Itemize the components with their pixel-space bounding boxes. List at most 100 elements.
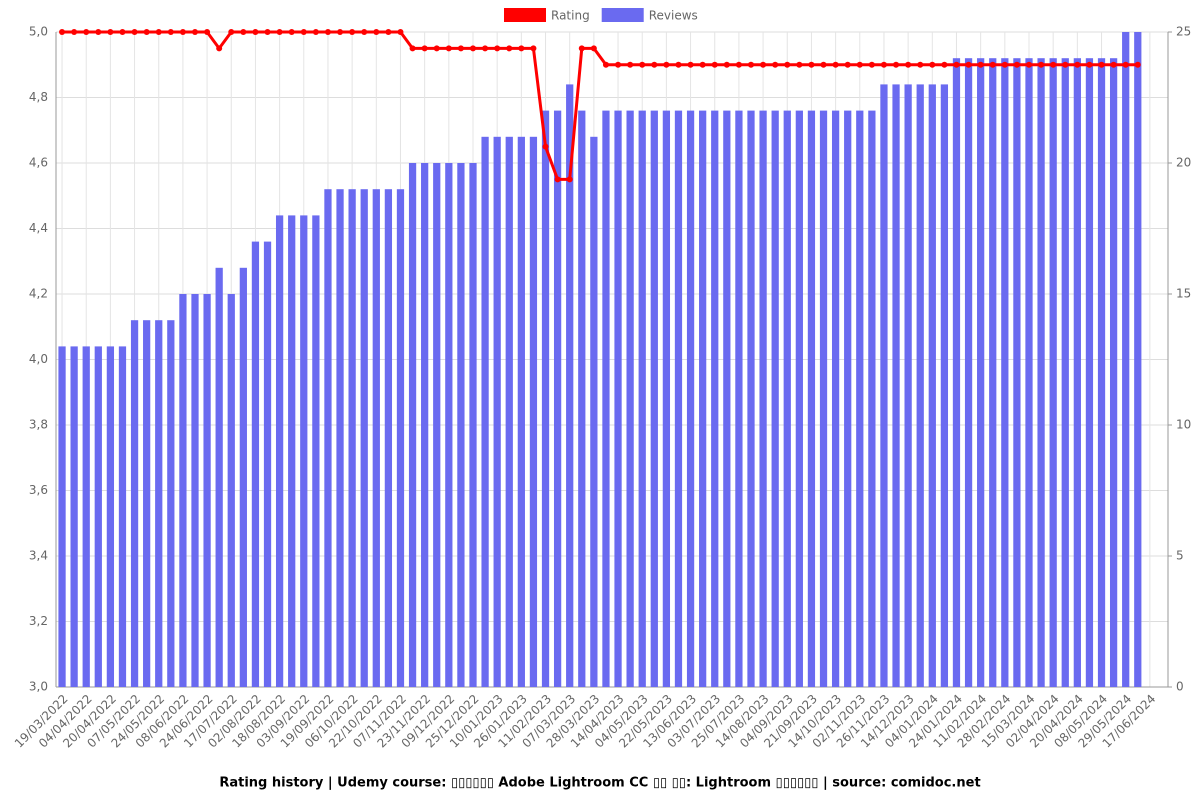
point <box>264 29 271 35</box>
point <box>856 61 863 68</box>
point <box>324 29 331 35</box>
point <box>1038 61 1045 68</box>
bar <box>735 110 743 688</box>
bar <box>916 84 924 687</box>
point <box>228 29 235 35</box>
point <box>470 45 476 52</box>
point <box>820 61 827 68</box>
bar <box>179 294 187 687</box>
bar <box>191 294 199 687</box>
bar <box>566 84 574 687</box>
bar <box>82 346 90 687</box>
point <box>155 29 162 35</box>
point <box>627 61 634 68</box>
bar <box>723 110 731 688</box>
point <box>119 29 126 35</box>
point <box>868 61 875 68</box>
bar <box>336 189 344 687</box>
point <box>772 61 779 68</box>
point <box>651 61 658 68</box>
point <box>748 61 754 68</box>
bar <box>1049 58 1057 687</box>
point <box>349 29 356 35</box>
point <box>276 29 283 35</box>
y-tick-label: 3,2 <box>29 614 48 628</box>
bar <box>360 189 368 687</box>
bar <box>590 136 598 688</box>
point <box>192 29 198 35</box>
bar <box>638 110 646 688</box>
y-tick-label: 3,6 <box>29 483 48 497</box>
point <box>1134 61 1141 68</box>
bar <box>1001 58 1009 687</box>
point <box>1001 61 1008 68</box>
bar <box>215 267 223 687</box>
point <box>578 45 585 52</box>
bar <box>831 110 840 688</box>
bar <box>578 110 586 688</box>
point <box>1098 61 1105 68</box>
bar <box>989 58 997 687</box>
point <box>445 45 452 52</box>
point <box>832 61 839 68</box>
bar <box>759 110 767 688</box>
bar <box>300 215 308 687</box>
bar <box>94 346 102 687</box>
point <box>542 143 549 150</box>
point <box>167 29 174 35</box>
point <box>1026 61 1032 68</box>
legend-label: Rating <box>551 9 590 23</box>
bar <box>396 189 405 687</box>
bar <box>457 163 465 687</box>
y2-tick-label: 5 <box>1176 549 1184 563</box>
bar <box>880 84 888 687</box>
point <box>699 61 706 68</box>
point <box>83 29 90 35</box>
bar <box>469 163 477 687</box>
point <box>385 29 392 35</box>
point <box>711 61 718 68</box>
point <box>1122 61 1129 68</box>
point <box>880 61 887 68</box>
bar <box>868 110 876 688</box>
bar <box>58 346 66 687</box>
y2-tick-label: 10 <box>1176 418 1191 432</box>
bar <box>819 110 828 688</box>
point <box>1062 61 1069 68</box>
bar <box>421 163 429 687</box>
point <box>965 61 972 68</box>
bar <box>795 110 803 688</box>
line <box>62 30 1138 181</box>
bar <box>493 136 501 688</box>
point <box>240 29 247 35</box>
bar <box>614 110 622 688</box>
point <box>373 29 380 35</box>
bar <box>771 110 779 688</box>
bar <box>1085 58 1094 687</box>
bar <box>904 84 912 687</box>
bar <box>251 241 260 687</box>
point <box>433 45 440 52</box>
point <box>421 45 428 52</box>
point <box>893 61 900 68</box>
legend-swatch <box>504 8 546 22</box>
point <box>566 176 573 183</box>
bar <box>275 215 284 687</box>
y2-tick-label: 0 <box>1176 680 1184 694</box>
y-tick-label: 3,8 <box>29 418 48 432</box>
bar <box>699 110 707 688</box>
bar <box>312 215 320 687</box>
point <box>506 45 513 52</box>
point <box>409 45 416 52</box>
point <box>675 61 682 68</box>
bar <box>106 346 115 687</box>
bar <box>505 136 513 688</box>
point <box>143 29 150 35</box>
bar <box>1073 58 1081 687</box>
point <box>844 61 851 68</box>
bar <box>856 110 864 688</box>
point <box>216 45 223 52</box>
bar <box>952 58 961 687</box>
bar <box>263 241 272 687</box>
